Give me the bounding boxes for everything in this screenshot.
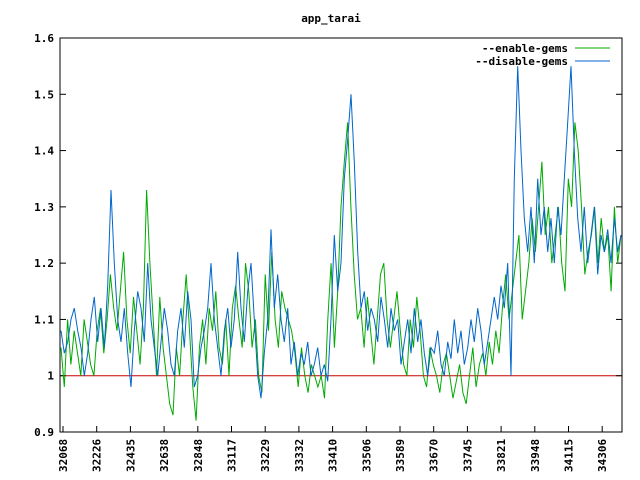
chart-title: app_tarai (301, 12, 361, 25)
series-group (60, 66, 622, 421)
x-tick-label: 32068 (57, 439, 70, 472)
legend-label-enable-gems: --enable-gems (482, 42, 568, 55)
y-tick-label: 1.3 (34, 201, 54, 214)
legend: --enable-gems --disable-gems (475, 42, 610, 68)
x-tick-label: 33506 (360, 439, 373, 472)
x-axis: 32068 32226 32435 32638 32848 33117 33229 33332… (57, 426, 609, 472)
y-tick-label: 1.2 (34, 257, 54, 270)
series-line-disable-gems (60, 66, 622, 399)
y-tick-label: 1.4 (34, 145, 54, 158)
y-axis: 0.9 1 1.1 1.2 1.3 1.4 1.5 1.6 (34, 32, 622, 439)
plot-frame (59, 37, 623, 433)
x-tick-label: 34115 (563, 439, 576, 472)
series-line-enable-gems (60, 122, 622, 421)
x-tick-label: 32848 (192, 439, 205, 472)
x-tick-label: 33589 (394, 439, 407, 472)
x-tick-label: 32638 (158, 439, 171, 472)
legend-label-disable-gems: --disable-gems (475, 55, 568, 68)
x-tick-label: 33745 (461, 439, 474, 472)
x-tick-label: 33332 (293, 439, 306, 472)
x-tick-label: 34306 (596, 439, 609, 472)
x-tick-label: 33821 (495, 439, 508, 472)
y-tick-label: 1.1 (34, 313, 54, 326)
x-tick-label: 32226 (91, 439, 104, 472)
x-tick-label: 33117 (226, 439, 239, 472)
y-tick-label: 1.6 (34, 32, 54, 45)
x-tick-label: 32435 (124, 439, 137, 472)
x-tick-label: 33410 (327, 439, 340, 472)
y-tick-label: 1.5 (34, 88, 54, 101)
x-tick-label: 33229 (259, 439, 272, 472)
y-tick-label: 0.9 (34, 426, 54, 439)
x-tick-label: 33670 (428, 439, 441, 472)
y-tick-label: 1 (47, 370, 54, 383)
x-tick-label: 33948 (529, 439, 542, 472)
